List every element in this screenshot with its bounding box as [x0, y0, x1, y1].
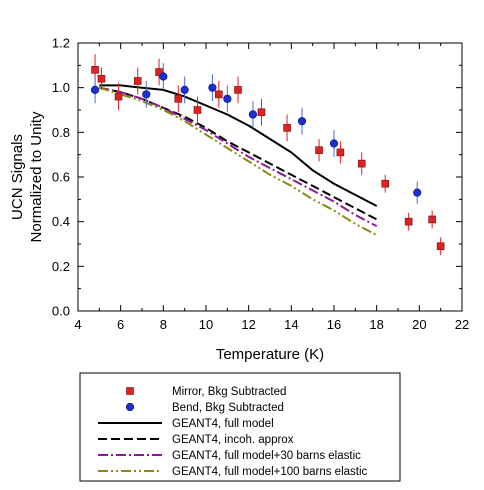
data-point-circle [159, 72, 168, 81]
y-tick-label: 1.0 [52, 80, 70, 95]
legend-label: Mirror, Bkg Subtracted [172, 386, 286, 398]
x-tick-label: 10 [199, 317, 213, 332]
data-point-circle [223, 94, 232, 103]
legend-label: GEANT4, full model+100 barns elastic [172, 466, 368, 478]
data-point-square [114, 92, 123, 101]
model-lines [99, 84, 378, 236]
x-tick-label: 12 [241, 317, 255, 332]
x-tick-label: 4 [74, 317, 81, 332]
legend-label: Bend, Bkg Subtracted [172, 402, 284, 414]
data-point-circle [180, 85, 189, 94]
series-line [99, 86, 378, 227]
x-axis-title: Temperature (K) [216, 346, 324, 363]
x-tick-label: 6 [117, 317, 124, 332]
legend-marker-circle [125, 402, 135, 412]
data-point-square [155, 68, 163, 76]
legend-label: GEANT4, full model+30 barns elastic [172, 450, 361, 462]
y-tick-label: 0.4 [52, 214, 70, 229]
data-point-square [436, 242, 445, 251]
axes: 4 6 8 10 12 14 16 18 20 22 0.0 0.2 0.4 0.6 0.8 1.0 1.2 [52, 36, 469, 333]
series-line [99, 86, 378, 221]
data-point-square [174, 95, 183, 103]
x-tick-label: 16 [327, 317, 341, 332]
data-point-square [91, 66, 99, 74]
y-tick-label: 0.0 [52, 304, 70, 319]
data-point-square [283, 124, 291, 132]
series-line [99, 84, 378, 207]
data-point-square [234, 86, 242, 94]
y-axis-title-line-1: UCN Signals [9, 134, 26, 220]
y-axis-title-line-2: Normalized to Unity [28, 111, 45, 242]
data-point-circle [297, 117, 307, 126]
legend-marker-square [126, 387, 134, 395]
data-point-square [133, 77, 142, 85]
y-tick-label: 0.8 [52, 125, 70, 140]
data-point-square [404, 217, 413, 226]
data-point-circle [208, 83, 217, 92]
data-point-circle [329, 139, 339, 148]
data-point-square [357, 159, 366, 168]
data-point-circle [248, 110, 258, 119]
x-tick-label: 22 [455, 317, 469, 332]
y-tick-label: 0.2 [52, 259, 70, 274]
data-point-square [315, 146, 323, 154]
data-point-circle [90, 85, 100, 94]
x-tick-label: 14 [284, 317, 298, 332]
data-points [90, 54, 445, 256]
data-point-circle [413, 188, 422, 197]
legend-label: GEANT4, incoh. approx [172, 434, 294, 446]
data-point-square [257, 108, 266, 117]
data-point-square [215, 90, 223, 99]
legend-label: GEANT4, full model [172, 418, 274, 430]
data-point-circle [142, 90, 151, 99]
x-tick-label: 20 [412, 317, 426, 332]
x-tick-label: 18 [369, 317, 383, 332]
series-line [99, 86, 378, 236]
y-tick-label: 0.6 [52, 170, 70, 185]
data-point-square [381, 179, 390, 188]
x-tick-label: 8 [160, 317, 167, 332]
data-point-square [336, 148, 345, 157]
y-tick-label: 1.2 [52, 36, 70, 51]
data-point-square [193, 106, 202, 114]
legend: Mirror, Bkg Subtracted Bend, Bkg Subtract… [98, 386, 368, 478]
data-point-square [428, 215, 436, 224]
data-point-square [97, 74, 106, 83]
